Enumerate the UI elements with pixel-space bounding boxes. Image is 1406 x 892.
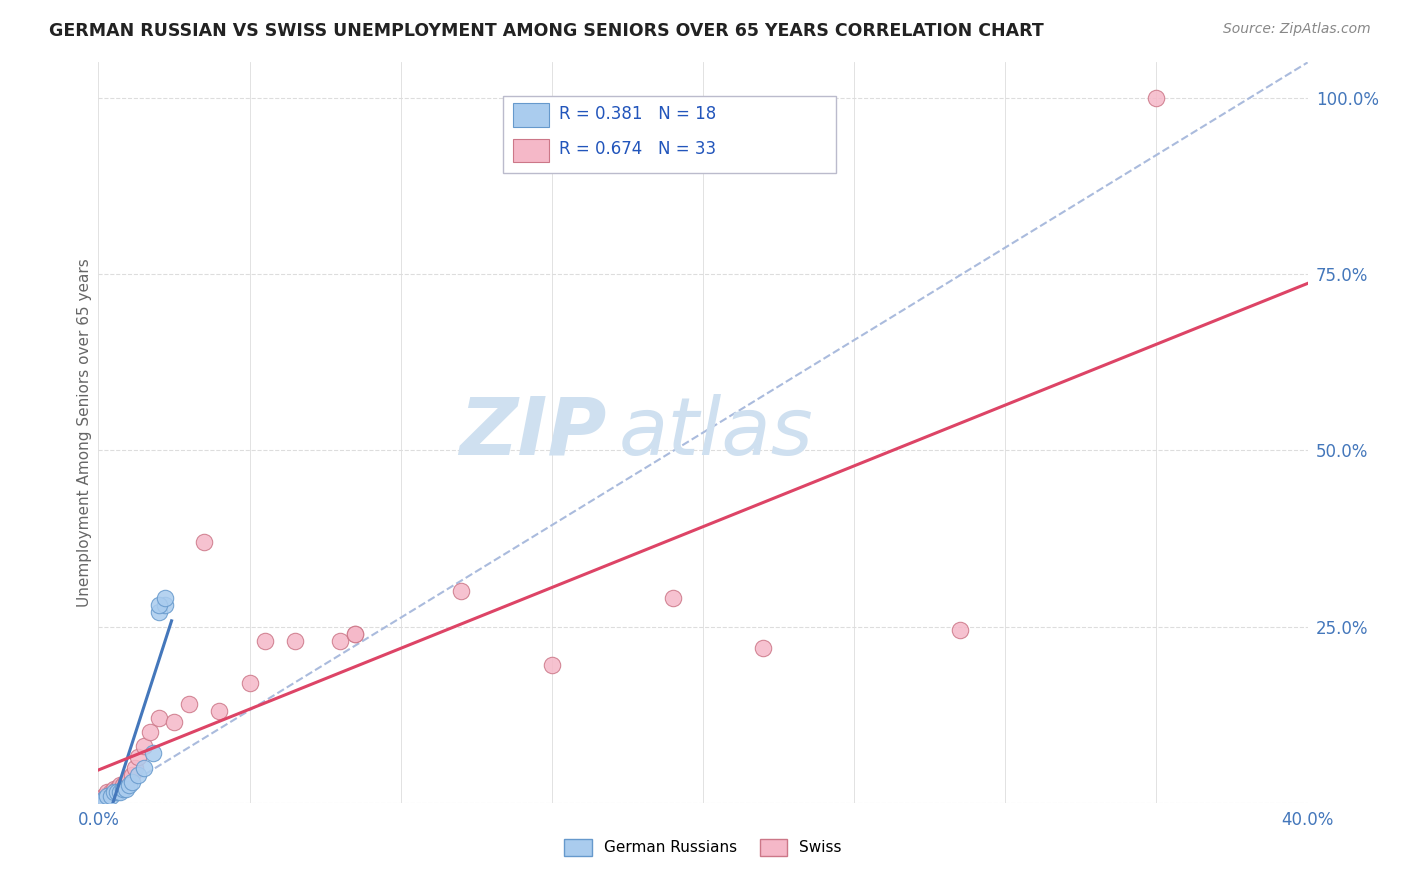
Point [344, 626, 367, 640]
Text: atlas: atlas [619, 393, 813, 472]
Point [329, 633, 352, 648]
Point [284, 633, 307, 648]
Point [100, 789, 122, 803]
Point [153, 591, 176, 606]
Point [118, 771, 141, 785]
Text: ZIP: ZIP [458, 393, 606, 472]
Point [96, 789, 118, 803]
Point [239, 676, 262, 690]
Point [114, 774, 136, 789]
Point [153, 599, 176, 613]
FancyBboxPatch shape [513, 138, 550, 162]
Point [132, 739, 155, 754]
Point [105, 785, 128, 799]
Point [108, 785, 131, 799]
Point [90, 792, 112, 806]
Point [540, 658, 562, 673]
Point [108, 778, 131, 792]
Point [127, 750, 149, 764]
Point [87, 796, 110, 810]
Point [111, 781, 134, 796]
Point [93, 792, 115, 806]
Point [100, 785, 122, 799]
Text: Source: ZipAtlas.com: Source: ZipAtlas.com [1223, 22, 1371, 37]
FancyBboxPatch shape [513, 103, 550, 127]
Point [193, 535, 215, 549]
Point [114, 781, 136, 796]
Point [142, 747, 165, 761]
Point [752, 640, 775, 655]
Point [103, 781, 125, 796]
Point [450, 584, 472, 599]
Point [179, 697, 201, 711]
Point [87, 796, 110, 810]
Point [344, 626, 367, 640]
FancyBboxPatch shape [503, 95, 837, 173]
Point [949, 623, 972, 637]
Point [1144, 91, 1167, 105]
Point [253, 633, 276, 648]
Point [661, 591, 683, 606]
Text: R = 0.381   N = 18: R = 0.381 N = 18 [560, 104, 717, 122]
Point [127, 767, 149, 781]
Point [208, 704, 231, 718]
Text: R = 0.674   N = 33: R = 0.674 N = 33 [560, 140, 716, 158]
Point [96, 785, 118, 799]
Y-axis label: Unemployment Among Seniors over 65 years: Unemployment Among Seniors over 65 years [77, 259, 91, 607]
Point [148, 606, 170, 620]
Point [121, 774, 143, 789]
Point [148, 599, 170, 613]
Point [105, 781, 128, 796]
Point [132, 760, 155, 774]
Point [118, 778, 141, 792]
Point [124, 760, 146, 774]
Point [111, 778, 134, 792]
Point [163, 714, 186, 729]
Legend: German Russians, Swiss: German Russians, Swiss [558, 833, 848, 862]
Point [148, 711, 170, 725]
Point [139, 725, 162, 739]
Text: GERMAN RUSSIAN VS SWISS UNEMPLOYMENT AMONG SENIORS OVER 65 YEARS CORRELATION CHA: GERMAN RUSSIAN VS SWISS UNEMPLOYMENT AMO… [49, 22, 1045, 40]
Point [121, 767, 143, 781]
Point [103, 785, 125, 799]
Point [93, 789, 115, 803]
